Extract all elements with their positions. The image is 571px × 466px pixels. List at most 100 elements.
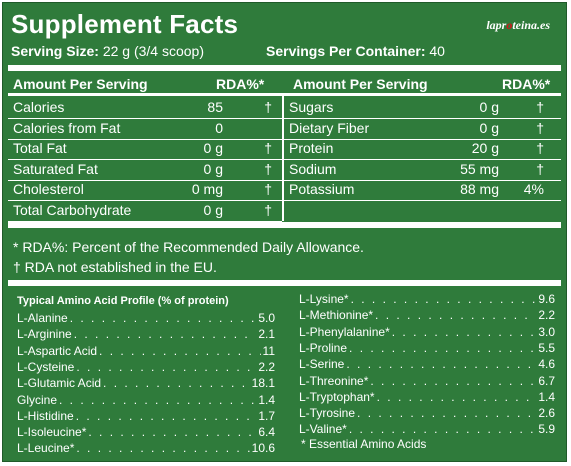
leader-dots [74, 327, 257, 341]
serving-size-value: 22 g (3/4 scoop) [102, 43, 204, 59]
nutrient-amount: 0 [215, 119, 223, 136]
amino-value: 1.4 [258, 392, 275, 407]
nutrient-name: Saturated Fat [13, 160, 98, 177]
leader-dots [351, 292, 537, 306]
amino-value: 5.9 [538, 422, 555, 437]
servings-per-container-value: 40 [429, 43, 445, 59]
nutrient-name: Total Fat [13, 140, 67, 157]
amino-name: L-Aspartic Acid [17, 343, 98, 358]
amino-item: L-Phenylalanine* 3.0 [299, 325, 555, 341]
amino-name: Glycine [17, 392, 58, 407]
amino-item: L-Histidine 1.7 [17, 409, 275, 425]
nutrient-rda: † [536, 99, 544, 115]
amino-item: L-Tryptophan* 1.4 [299, 390, 555, 406]
amino-item: L-Proline 5.5 [299, 341, 555, 357]
amino-name: L-Tryptophan* [299, 389, 375, 404]
nutrient-row: Potassium 88 mg 4% [284, 179, 561, 202]
amino-value: 5.5 [538, 340, 555, 355]
thick-rule-top [8, 65, 561, 71]
brand-logo: laproteina.es [486, 18, 550, 32]
supplement-facts-panel: Supplement Facts laproteina.es Serving S… [2, 2, 567, 462]
nutrient-name: Dietary Fiber [289, 119, 370, 136]
nutrient-row: Cholesterol 0 mg † [8, 179, 282, 202]
amino-value: 2.2 [258, 359, 275, 374]
nutrient-amount: 0 g [203, 140, 223, 157]
servings-per-container-label: Servings Per Container: [266, 43, 426, 59]
leader-dots [375, 308, 536, 322]
amino-value: 2.2 [538, 308, 555, 323]
leader-dots [70, 311, 257, 325]
nutrient-rda: † [264, 202, 272, 218]
amino-item: L-Leucine* 10.6 [17, 441, 275, 457]
nutrient-amount: 85 [207, 99, 223, 115]
nutrient-row: Sodium 55 mg † [284, 159, 561, 181]
amino-item: L-Alanine 5.0 [17, 311, 275, 327]
amino-name: L-Histidine [17, 408, 74, 423]
amino-item: L-Lysine* 9.6 [299, 292, 555, 308]
amino-name: L-Leucine* [17, 441, 75, 456]
leader-dots [103, 376, 250, 390]
amino-name: L-Arginine [17, 327, 72, 342]
nutrient-amount: 0 g [479, 99, 499, 115]
amino-name: L-Tyrosine [299, 406, 356, 421]
leader-dots [99, 344, 260, 358]
leader-dots [59, 393, 256, 407]
amino-item: L-Isoleucine* 6.4 [17, 425, 275, 441]
left-rda-header: RDA%* [216, 76, 265, 92]
amino-value: 11 [262, 343, 275, 358]
amino-value: 2.1 [258, 327, 275, 342]
nutrient-rda: 4% [523, 181, 544, 198]
amino-item: L-Cysteine 2.2 [17, 360, 275, 376]
leader-dots [346, 357, 536, 371]
header-rule [8, 93, 561, 96]
leader-dots [349, 422, 537, 436]
right-rda-header: RDA%* [502, 76, 551, 92]
thick-rule-bottom [8, 280, 561, 286]
essential-amino-note: * Essential Amino Acids [301, 437, 427, 451]
amino-value: 1.4 [538, 389, 555, 404]
leader-dots [76, 441, 249, 455]
nutrient-rda: † [264, 160, 272, 177]
leader-dots [357, 406, 536, 420]
nutrient-name: Sodium [289, 160, 337, 177]
leader-dots [88, 425, 256, 439]
nutrient-row: Sugars 0 g † [284, 97, 561, 119]
serving-size-label: Serving Size: [11, 43, 99, 59]
amino-profile-title: Typical Amino Acid Profile (% of protein… [17, 295, 229, 307]
amino-item: L-Valine* 5.9 [299, 422, 555, 438]
amino-value: 4.6 [538, 357, 555, 372]
leader-dots [76, 409, 257, 423]
serving-info: Serving Size: 22 g (3/4 scoop) Servings … [11, 43, 551, 59]
nutrient-amount: 0 g [479, 119, 499, 136]
nutrient-amount: 20 g [471, 140, 499, 157]
amino-name: L-Cysteine [17, 359, 75, 374]
nutrient-row: Calories 85 † [8, 97, 282, 119]
eu-note: † RDA not established in the EU. [13, 259, 217, 275]
amino-name: L-Glutamic Acid [17, 376, 102, 391]
nutrient-amount: 0 g [203, 202, 223, 218]
amino-name: L-Alanine [17, 311, 68, 325]
amino-value: 5.0 [258, 311, 275, 325]
rda-note: * RDA%: Percent of the Recommended Daily… [13, 239, 364, 255]
amino-item: L-Arginine 2.1 [17, 327, 275, 343]
amino-value: 6.7 [538, 373, 555, 388]
amino-value: 1.7 [258, 408, 275, 423]
leader-dots [392, 325, 537, 339]
nutrient-row: Saturated Fat 0 g † [8, 159, 282, 181]
amino-value: 6.4 [258, 425, 275, 440]
nutrient-rda: † [264, 99, 272, 115]
nutrient-name: Protein [289, 140, 334, 157]
nutrient-name: Sugars [289, 99, 334, 115]
nutrient-name: Calories from Fat [13, 119, 121, 136]
leader-dots [377, 390, 537, 404]
amino-name: L-Serine [299, 357, 345, 372]
amino-name: L-Lysine* [299, 292, 349, 306]
column-divider [282, 96, 284, 221]
nutrient-name: Total Carbohydrate [13, 202, 132, 218]
nutrient-row: Calories from Fat 0 [8, 118, 282, 140]
leader-dots [349, 341, 536, 355]
nutrient-row: Protein 20 g † [284, 138, 561, 161]
nutrient-row: Total Fat 0 g † [8, 138, 282, 161]
amino-value: 2.6 [538, 406, 555, 421]
amino-item: Glycine 1.4 [17, 393, 275, 409]
